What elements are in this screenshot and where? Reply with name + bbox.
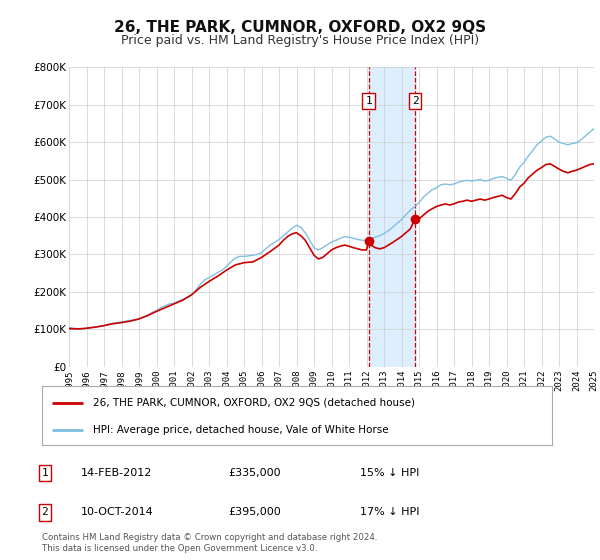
Text: HPI: Average price, detached house, Vale of White Horse: HPI: Average price, detached house, Vale… <box>93 425 389 435</box>
Text: £335,000: £335,000 <box>228 468 281 478</box>
Text: 15% ↓ HPI: 15% ↓ HPI <box>360 468 419 478</box>
Text: 2: 2 <box>41 507 49 517</box>
Text: £395,000: £395,000 <box>228 507 281 517</box>
Text: 17% ↓ HPI: 17% ↓ HPI <box>360 507 419 517</box>
Text: Contains HM Land Registry data © Crown copyright and database right 2024.
This d: Contains HM Land Registry data © Crown c… <box>42 533 377 553</box>
Text: 26, THE PARK, CUMNOR, OXFORD, OX2 9QS (detached house): 26, THE PARK, CUMNOR, OXFORD, OX2 9QS (d… <box>93 398 415 408</box>
Text: 1: 1 <box>365 96 372 106</box>
Text: Price paid vs. HM Land Registry's House Price Index (HPI): Price paid vs. HM Land Registry's House … <box>121 34 479 46</box>
Text: 1: 1 <box>41 468 49 478</box>
Text: 10-OCT-2014: 10-OCT-2014 <box>81 507 154 517</box>
Bar <box>368 67 415 367</box>
Text: 14-FEB-2012: 14-FEB-2012 <box>81 468 152 478</box>
Text: 2: 2 <box>412 96 419 106</box>
Text: 26, THE PARK, CUMNOR, OXFORD, OX2 9QS: 26, THE PARK, CUMNOR, OXFORD, OX2 9QS <box>114 20 486 35</box>
